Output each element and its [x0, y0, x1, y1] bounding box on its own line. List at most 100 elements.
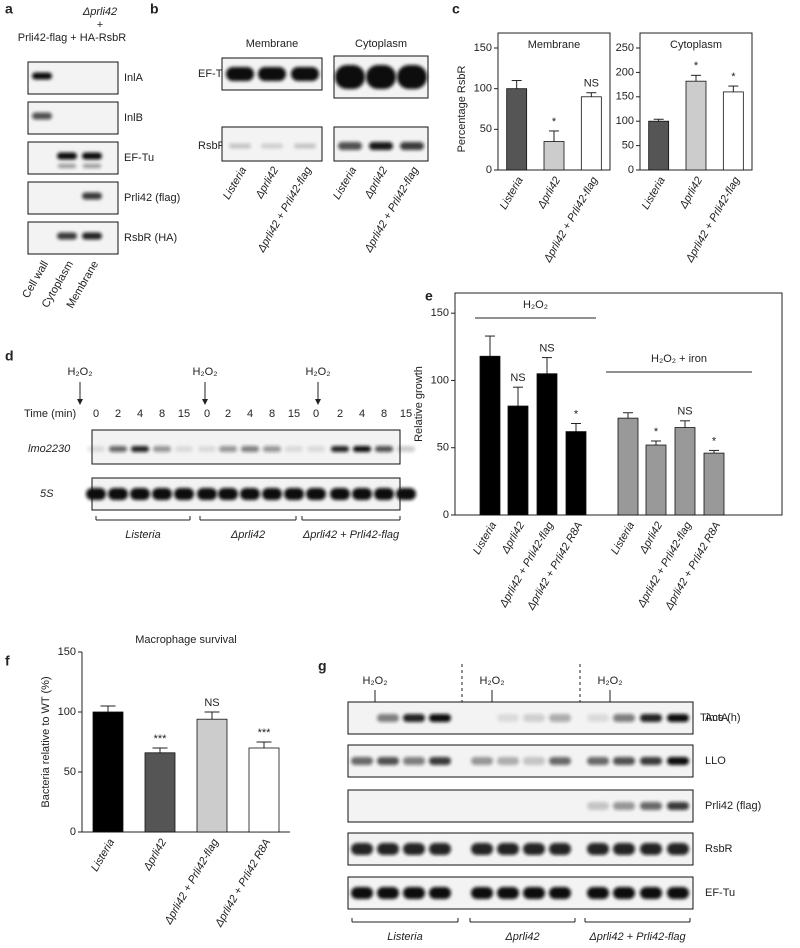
y-tick-label: 100 [58, 706, 76, 718]
blot-band [377, 714, 399, 722]
lane-label: Listeria [331, 165, 359, 202]
bar [248, 747, 280, 833]
panel-letter: e [425, 288, 433, 304]
blot-band [429, 714, 451, 722]
blot-band [549, 714, 571, 722]
blot-band [549, 757, 571, 765]
annotation: NS [677, 406, 692, 418]
blot-band [331, 446, 349, 452]
annotation: * [574, 408, 579, 420]
time-label: Time (h) [700, 712, 741, 724]
blot-band [613, 802, 635, 810]
lane-label: Δprli42 + Prli42 R8A [663, 520, 724, 613]
bar [685, 80, 707, 171]
blot-band [667, 757, 689, 765]
group-label: Δprli42 + Prli42-flag [302, 529, 400, 541]
blot-band [82, 192, 102, 200]
blot-band [261, 143, 283, 149]
bar [722, 91, 744, 171]
blot-band [640, 714, 662, 722]
lane-label: Δprli42 [141, 837, 169, 874]
blot-band [613, 714, 635, 722]
row-label: Prli42 (flag) [705, 800, 761, 812]
blot-band [377, 757, 399, 765]
column-label: Cytoplasm [355, 38, 407, 50]
y-tick-label: 50 [622, 140, 634, 152]
y-tick-label: 50 [64, 766, 76, 778]
lane-label: Δprli42 [535, 175, 563, 212]
annotation: * [552, 116, 557, 128]
row-label: RsbR [198, 140, 226, 152]
y-tick-label: 50 [437, 442, 449, 454]
lane-label: Δprli42 + Prli42-flag [497, 519, 557, 610]
y-tick-label: 50 [480, 123, 492, 135]
annotation: *** [154, 733, 168, 745]
treatment: H₂O₂ [362, 675, 387, 687]
lane-label: Δprli42 + Prli42 R8A [525, 520, 586, 613]
lane-label: Listeria [640, 175, 668, 212]
blot-band [32, 72, 52, 80]
panel-letter: f [5, 653, 10, 669]
annotation: * [694, 60, 699, 72]
time-label: 2 [337, 408, 343, 420]
y-tick-label: 250 [616, 42, 634, 54]
blot-band [397, 446, 415, 452]
row-label: RsbR (HA) [124, 232, 177, 244]
bar [92, 711, 124, 833]
lane-label: Listeria [498, 175, 526, 212]
row-label: Prli42 (flag) [124, 192, 180, 204]
bar [506, 88, 528, 171]
blot-band [396, 488, 416, 500]
bar [144, 752, 176, 833]
blot-band [226, 67, 254, 81]
blot-band [587, 843, 609, 855]
blot-band [108, 488, 128, 500]
blot-band [351, 887, 373, 899]
time-label: 8 [269, 408, 275, 420]
annotation: NS [539, 342, 554, 354]
blot-band [369, 142, 393, 150]
y-tick-label: 0 [443, 509, 449, 521]
blot-band [613, 887, 635, 899]
blot-band [400, 142, 424, 150]
bar [565, 431, 587, 516]
blot-band [291, 67, 319, 81]
bar [479, 355, 501, 516]
bar [580, 96, 602, 171]
blot-band [640, 802, 662, 810]
header: + [97, 19, 103, 31]
blot-band [403, 887, 425, 899]
chart-title: Cytoplasm [670, 39, 722, 51]
lane-label: Δprli42 [499, 520, 527, 557]
annotation: *** [258, 727, 272, 739]
blot-band [82, 232, 102, 240]
blot-band [403, 757, 425, 765]
blot-band [523, 757, 545, 765]
blot-band [667, 887, 689, 899]
blot-band [284, 488, 304, 500]
row-label: EF-Tu [124, 152, 154, 164]
blot-band [667, 714, 689, 722]
arrow-head [202, 399, 208, 405]
time-label: 0 [204, 408, 210, 420]
blot-band [130, 488, 150, 500]
time-label: 4 [359, 408, 365, 420]
header: Prli42-flag + HA-RsbR [18, 32, 127, 44]
blot-band [613, 757, 635, 765]
group-label: Δprli42 + Prli42-flag [588, 931, 686, 943]
lane-label: Δprli42 + Prli42 R8A [213, 837, 274, 930]
blot-band [307, 446, 325, 452]
blot-band [587, 757, 609, 765]
blot-band [338, 142, 362, 150]
group-label: Δprli42 [504, 931, 539, 943]
blot-band [549, 843, 571, 855]
y-tick-label: 150 [616, 91, 634, 103]
blot-band [109, 446, 127, 452]
group-label: Listeria [387, 931, 422, 943]
blot-band [366, 65, 396, 89]
blot-band [330, 488, 350, 500]
blot-band [306, 488, 326, 500]
bar [703, 452, 725, 516]
blot-band [587, 887, 609, 899]
time-label: 2 [225, 408, 231, 420]
